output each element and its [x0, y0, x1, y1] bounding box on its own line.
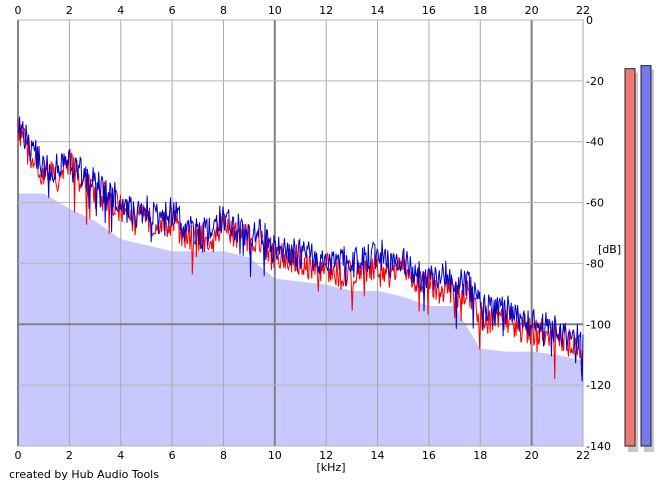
series-layer [17, 116, 584, 382]
x-tick-label-bottom: 22 [576, 449, 590, 462]
x-tick-label-top: 6 [169, 4, 176, 17]
x-axis-label: [kHz] [317, 461, 346, 474]
x-tick-label-top: 2 [66, 4, 73, 17]
x-tick-label-bottom: 18 [473, 449, 487, 462]
credit-text: created by Hub Audio Tools [9, 468, 159, 481]
x-tick-label-top: 14 [371, 4, 385, 17]
x-tick-label-top: 0 [15, 4, 22, 17]
x-tick-label-bottom: 6 [169, 449, 176, 462]
y-tick-label: -20 [586, 75, 604, 88]
spectrum-area [18, 193, 583, 446]
y-tick-label: -60 [586, 197, 604, 210]
y-tick-label: -100 [586, 318, 611, 331]
x-tick-label-bottom: 16 [422, 449, 436, 462]
x-tick-label-bottom: 12 [319, 449, 333, 462]
x-tick-label-bottom: 20 [525, 449, 539, 462]
right-meter-bar [640, 65, 652, 447]
x-tick-label-bottom: 14 [371, 449, 385, 462]
y-axis-label: [dB] [598, 243, 621, 256]
left-meter-bar [624, 68, 636, 447]
x-tick-label-top: 18 [473, 4, 487, 17]
x-tick-label-top: 20 [525, 4, 539, 17]
y-tick-label: -80 [586, 257, 604, 270]
x-tick-label-top: 10 [268, 4, 282, 17]
y-tick-label: -140 [586, 440, 611, 453]
y-tick-label: -40 [586, 136, 604, 149]
y-tick-label: -120 [586, 379, 611, 392]
right-channel-line [17, 116, 584, 382]
x-tick-labels-bottom: 0 2 4 6 8 10 12 14 16 18 20 22 [15, 449, 591, 462]
x-tick-label-top: 22 [576, 4, 590, 17]
y-tick-label: 0 [586, 14, 593, 27]
x-tick-label-top: 12 [319, 4, 333, 17]
x-tick-label-top: 8 [220, 4, 227, 17]
spectrum-area-layer [18, 193, 583, 446]
x-tick-label-bottom: 2 [66, 449, 73, 462]
x-tick-label-bottom: 4 [117, 449, 124, 462]
level-meters [624, 65, 654, 453]
x-tick-label-bottom: 0 [15, 449, 22, 462]
x-tick-label-top: 4 [117, 4, 124, 17]
x-tick-labels-top: 0 2 4 6 8 10 12 14 16 18 20 22 [15, 4, 591, 17]
x-tick-label-top: 16 [422, 4, 436, 17]
x-tick-label-bottom: 8 [220, 449, 227, 462]
x-tick-label-bottom: 10 [268, 449, 282, 462]
y-tick-labels: 0 -20 -40 -60 -80 -100 -120 -140 [586, 14, 611, 453]
